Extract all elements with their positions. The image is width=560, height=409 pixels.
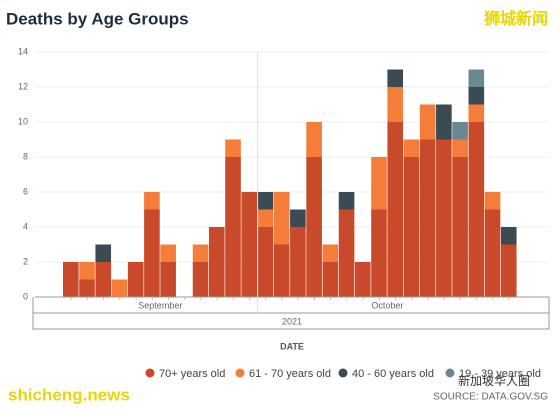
bar-segment (419, 104, 436, 140)
y-tick-label: 0 (23, 291, 28, 301)
bar-segment (225, 157, 241, 297)
x-group-label: October (371, 300, 403, 310)
bar-segment (241, 192, 258, 297)
bar-segment (387, 87, 404, 122)
bar-segment (306, 122, 322, 157)
watermark: shicheng.news (8, 385, 130, 404)
bar-segment (419, 139, 436, 297)
bar-segment (354, 262, 371, 297)
bar-segment (208, 227, 225, 297)
bar-segment (257, 209, 274, 227)
bar-segment (225, 139, 241, 157)
bar-segment (338, 192, 355, 210)
bar-segment (436, 139, 452, 297)
bar-segment (273, 192, 290, 245)
bar-segment (192, 262, 209, 297)
bar-segment (63, 262, 79, 297)
y-tick-label: 14 (18, 46, 28, 56)
bar-segment (500, 244, 517, 297)
bar-segment (322, 262, 339, 297)
y-tick-label: 8 (23, 151, 28, 161)
bar-segment (452, 122, 468, 140)
y-tick-label: 4 (23, 221, 28, 231)
y-tick-label: 10 (18, 116, 28, 126)
bar-segment (468, 104, 485, 122)
y-tick-label: 12 (18, 81, 28, 91)
bar-segment (403, 139, 420, 157)
bar-segment (322, 244, 339, 262)
bar-segment (79, 279, 95, 297)
bar-segment (484, 192, 501, 210)
bar-segment (387, 69, 404, 87)
chart-title: Deaths by Age Groups (6, 9, 189, 28)
bar-segment (160, 244, 176, 262)
bar-segment (290, 209, 306, 227)
bar-segment (144, 192, 160, 210)
bar-segment (371, 157, 387, 210)
bar-segment (127, 262, 144, 297)
legend-swatch (445, 368, 455, 378)
axis-frame (32, 312, 550, 330)
bar-segment (79, 262, 95, 280)
legend-label: 40 - 60 years old (352, 368, 434, 380)
bar-segment (192, 244, 209, 262)
legend-label: 70+ years old (159, 368, 225, 380)
bar-segment (484, 209, 501, 297)
legend-swatch (338, 368, 348, 378)
legend-swatch (145, 368, 155, 378)
bar-segment (436, 104, 452, 140)
bar-segment (403, 157, 420, 297)
bar-segment (468, 87, 485, 105)
bar-segment (468, 122, 485, 297)
bar-segment (500, 227, 517, 245)
bar-segment (95, 244, 112, 262)
legend-label: 61 - 70 years old (249, 368, 331, 380)
bar-segment (338, 209, 355, 297)
bar-segment (371, 209, 387, 297)
bar-segment (273, 244, 290, 297)
bar-segment (306, 157, 322, 297)
bar-segment (257, 192, 274, 210)
y-tick-label: 6 (23, 186, 28, 196)
legend-label: 19 - 39 years old (459, 368, 541, 380)
x-super-label: 2021 (282, 316, 302, 326)
bar-segment (387, 122, 404, 297)
bar-segment (257, 227, 274, 297)
watermark: 狮城新闻 (483, 9, 548, 28)
y-tick-label: 2 (23, 256, 28, 266)
bar-segment (452, 139, 468, 157)
bar-segment (111, 279, 128, 297)
bar-segment (468, 69, 485, 87)
legend-swatch (235, 368, 245, 378)
bar-segment (290, 227, 306, 297)
x-group-label: September (138, 300, 182, 310)
x-axis-label: DATE (280, 341, 304, 351)
watermark: 新加坡华人圈 (458, 373, 530, 388)
bar-segment (160, 262, 176, 297)
bar-segment (452, 157, 468, 297)
source: SOURCE: DATA.GOV.SG (433, 392, 548, 403)
bar-segment (144, 209, 160, 297)
bar-segment (95, 262, 112, 297)
